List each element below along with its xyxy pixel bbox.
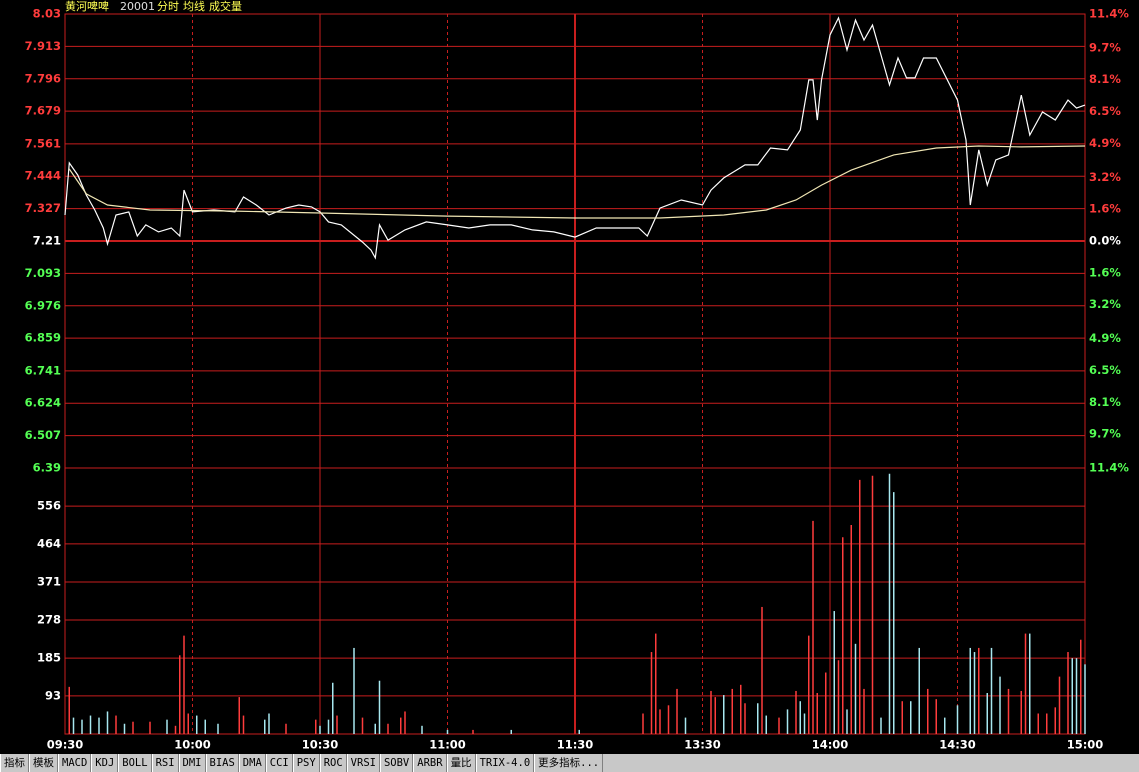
y2-tick-label: 11.4% xyxy=(1089,7,1129,21)
x-tick-label: 11:00 xyxy=(429,738,466,752)
stock-code: 20001 xyxy=(120,0,155,13)
x-tick-label: 11:30 xyxy=(557,738,594,752)
stock-name: 黄河啤啤 xyxy=(65,0,109,13)
indicator-toolbar: 指标 模板 MACD KDJ BOLL RSI DMI BIAS DMA CCI PSY ROC VRS… xyxy=(0,754,1139,772)
toolbar-tab[interactable]: 模板 xyxy=(29,754,58,772)
price-line xyxy=(64,16,1086,260)
legend-volume: 成交量 xyxy=(209,0,242,13)
y2-tick-label: 4.9% xyxy=(1089,136,1121,150)
toolbar-tab[interactable]: 量比 xyxy=(446,754,476,772)
toolbar-tab[interactable]: KDJ xyxy=(91,754,119,772)
toolbar-tab[interactable]: 指标 xyxy=(0,754,29,772)
y2-tick-label: 1.6% xyxy=(1089,202,1121,216)
toolbar-tab[interactable]: PSY xyxy=(292,754,320,772)
y-tick-label: 6.741 xyxy=(25,363,61,377)
y2-tick-label: 3.2% xyxy=(1089,297,1121,311)
y-tick-label: 185 xyxy=(37,651,61,665)
y-tick-label: 6.976 xyxy=(25,298,61,312)
y2-tick-label: 3.2% xyxy=(1089,170,1121,184)
y-tick-label: 7.561 xyxy=(25,136,61,150)
y2-tick-label: 0.0% xyxy=(1089,234,1121,248)
y2-tick-label: 9.7% xyxy=(1089,427,1121,441)
y-tick-label: 7.444 xyxy=(25,169,61,183)
y-tick-label: 556 xyxy=(37,499,61,513)
toolbar-tab[interactable]: BIAS xyxy=(205,754,239,772)
y2-tick-label: 1.6% xyxy=(1089,265,1121,279)
y-tick-label: 6.507 xyxy=(25,428,61,442)
y-tick-label: 7.796 xyxy=(25,71,61,85)
y-tick-label: 278 xyxy=(37,613,61,627)
y-tick-label: 6.624 xyxy=(25,396,61,410)
toolbar-tab[interactable]: SOBV xyxy=(379,754,414,772)
y2-tick-label: 6.5% xyxy=(1089,104,1121,118)
y2-tick-label: 11.4% xyxy=(1089,461,1129,475)
y-tick-label: 7.679 xyxy=(25,104,61,118)
y-tick-label: 7.21 xyxy=(33,234,61,248)
y2-tick-label: 4.9% xyxy=(1089,331,1121,345)
toolbar-tab[interactable]: RSI xyxy=(151,754,179,772)
x-tick-label: 10:30 xyxy=(302,738,339,752)
toolbar-tab[interactable]: VRSI xyxy=(346,754,380,772)
y-tick-label: 6.859 xyxy=(25,331,61,345)
y-tick-label: 7.093 xyxy=(25,266,61,280)
toolbar-tab[interactable]: DMA xyxy=(238,754,266,772)
y-tick-label: 7.327 xyxy=(25,201,61,215)
toolbar-tab[interactable]: BOLL xyxy=(118,754,152,772)
toolbar-tab[interactable]: 更多指标... xyxy=(534,754,604,772)
x-tick-label: 14:00 xyxy=(812,738,849,752)
average-line xyxy=(68,145,1086,219)
x-tick-label: 15:00 xyxy=(1067,738,1104,752)
legend-average: 均线 xyxy=(183,0,205,13)
x-tick-label: 09:30 xyxy=(47,738,84,752)
x-tick-label: 13:30 xyxy=(684,738,721,752)
y-tick-label: 464 xyxy=(37,536,61,550)
y-tick-label: 371 xyxy=(37,574,61,588)
toolbar-tab[interactable]: TRIX-4.0 xyxy=(475,754,535,772)
toolbar-tab[interactable]: ROC xyxy=(319,754,347,772)
y2-tick-label: 6.5% xyxy=(1089,363,1121,377)
chart: 黄河啤啤 20001 分时 均线 成交量 8.03 7.913 7.796 7.679… xyxy=(25,0,1130,752)
toolbar-tab[interactable]: ARBR xyxy=(413,754,447,772)
x-tick-label: 10:00 xyxy=(174,738,211,752)
y2-tick-label: 8.1% xyxy=(1089,395,1121,409)
y2-tick-label: 9.7% xyxy=(1089,40,1121,54)
y-tick-label: 8.03 xyxy=(33,7,61,21)
y-tick-label: 7.913 xyxy=(25,39,61,53)
legend-price: 分时 xyxy=(157,0,179,13)
toolbar-tab[interactable]: DMI xyxy=(178,754,206,772)
y2-tick-label: 8.1% xyxy=(1089,72,1121,86)
x-tick-label: 14:30 xyxy=(939,738,976,752)
toolbar-tab[interactable]: CCI xyxy=(265,754,293,772)
toolbar-tab[interactable]: MACD xyxy=(58,754,92,772)
y-tick-label: 6.39 xyxy=(33,461,61,475)
y-tick-label: 93 xyxy=(45,688,61,702)
